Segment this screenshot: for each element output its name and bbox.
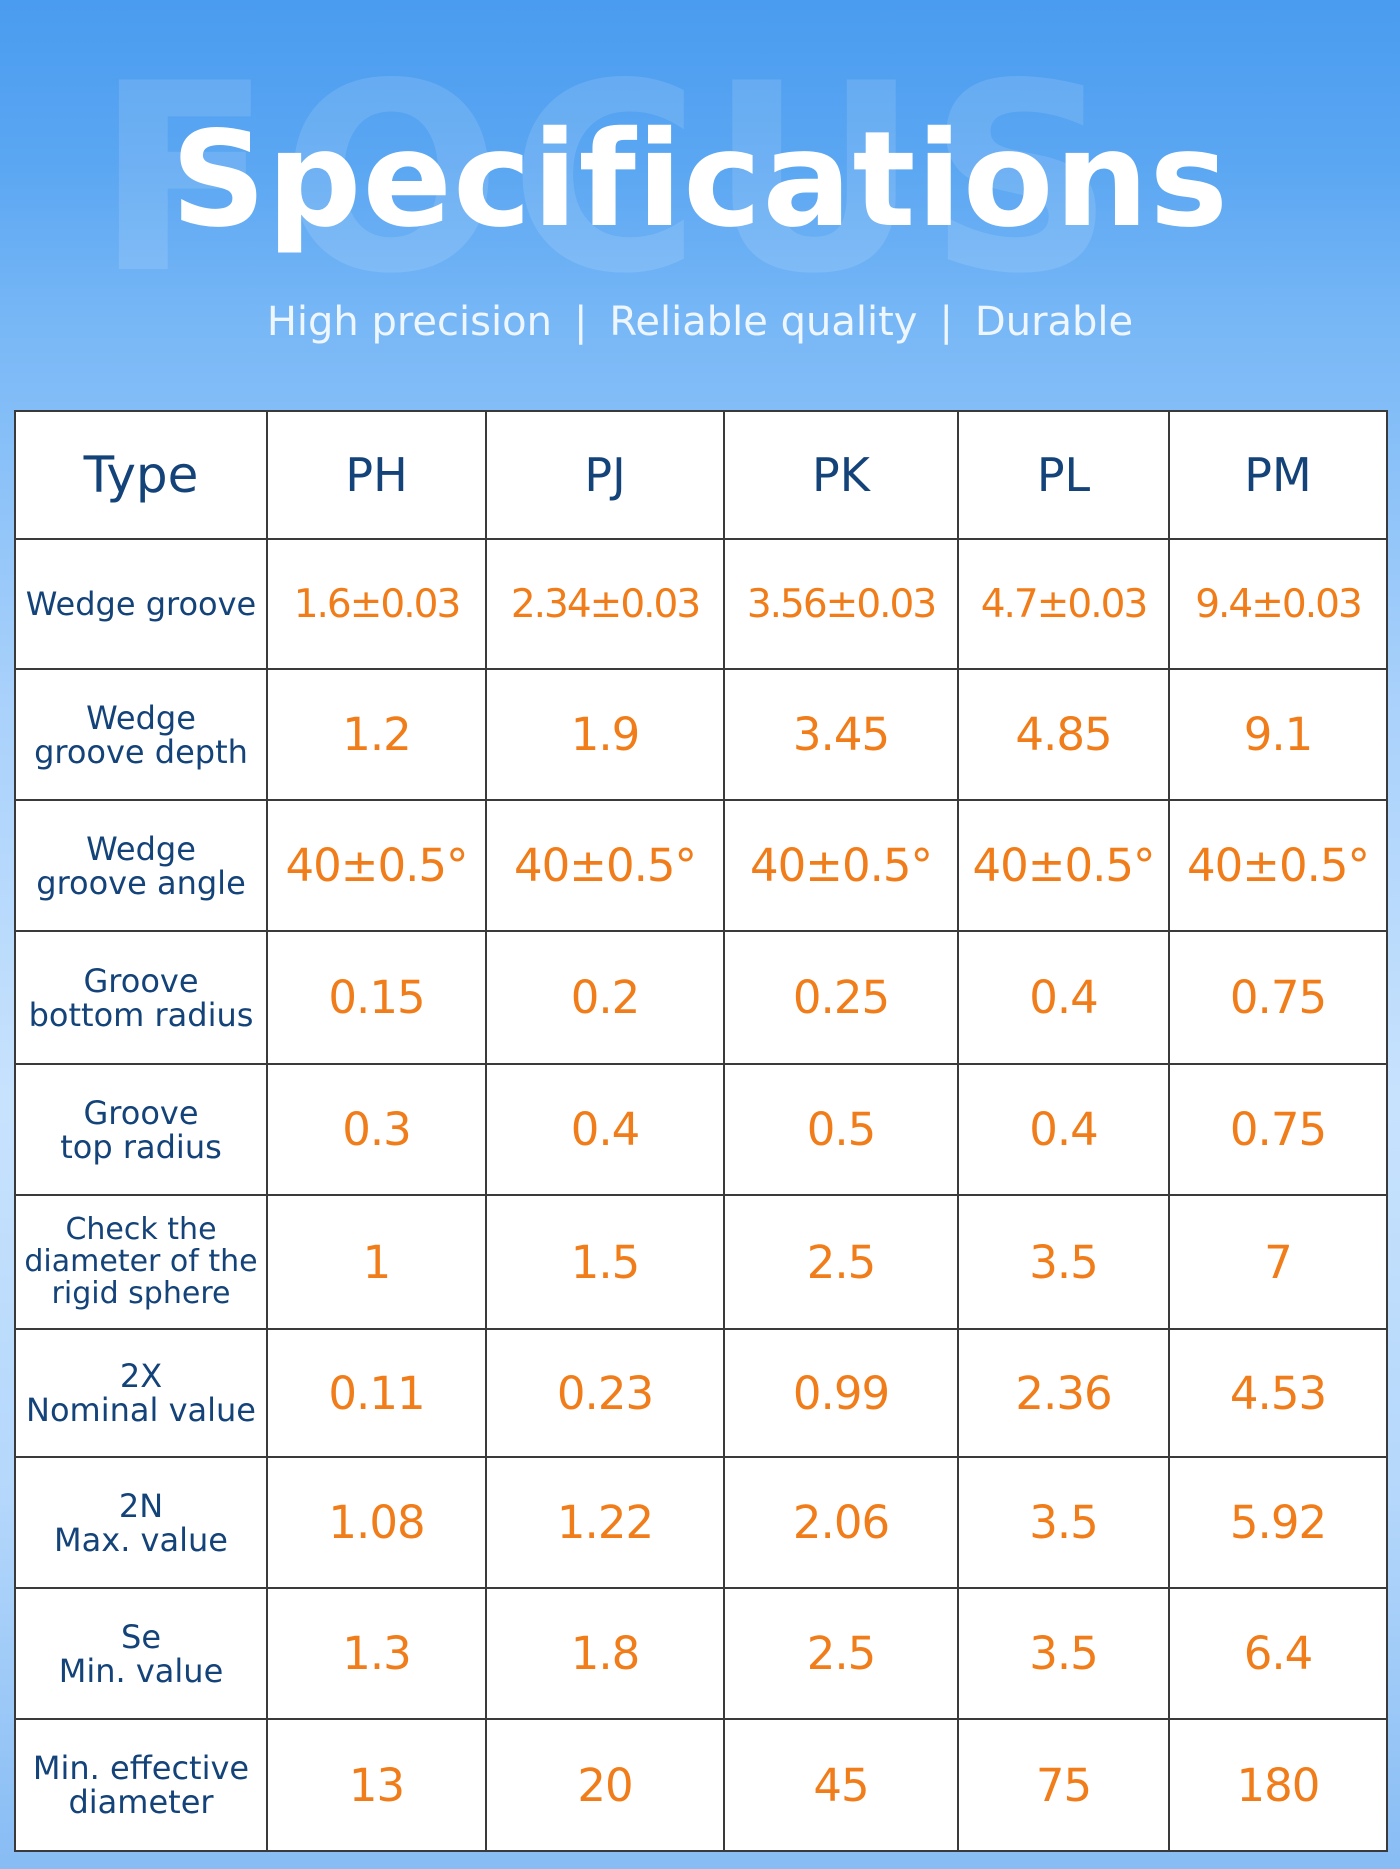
table-cell: 4.7±0.03 [957, 538, 1170, 670]
table-cell: 45 [723, 1718, 959, 1852]
table-cell: 0.5 [723, 1063, 959, 1196]
column-header-pk: PK [723, 410, 959, 540]
table-row: Groove bottom radius 0.15 0.2 0.25 0.4 0… [14, 930, 1388, 1065]
row-label: Check the diameter of the rigid sphere [14, 1194, 268, 1330]
table-cell: 40±0.5° [957, 799, 1170, 932]
table-cell: 0.75 [1168, 930, 1388, 1065]
table-cell: 0.15 [266, 930, 487, 1065]
table-cell: 40±0.5° [723, 799, 959, 932]
tagline: High precision | Reliable quality | Durable [0, 292, 1400, 352]
table-cell: 0.11 [266, 1328, 487, 1458]
table-cell: 9.1 [1168, 668, 1388, 801]
table-cell: 0.4 [485, 1063, 725, 1196]
table-cell: 0.4 [957, 1063, 1170, 1196]
table-cell: 2.36 [957, 1328, 1170, 1458]
table-row: Check the diameter of the rigid sphere 1… [14, 1194, 1388, 1330]
table-cell: 2.5 [723, 1194, 959, 1330]
table-cell: 2.06 [723, 1456, 959, 1589]
table-cell: 180 [1168, 1718, 1388, 1852]
table-cell: 4.85 [957, 668, 1170, 801]
column-header-pj: PJ [485, 410, 725, 540]
table-cell: 3.56±0.03 [723, 538, 959, 670]
table-cell: 9.4±0.03 [1168, 538, 1388, 670]
table-cell: 1.5 [485, 1194, 725, 1330]
table-cell: 1.08 [266, 1456, 487, 1589]
table-cell: 40±0.5° [485, 799, 725, 932]
table-cell: 40±0.5° [266, 799, 487, 932]
row-label: Se Min. value [14, 1587, 268, 1720]
table-cell: 1.9 [485, 668, 725, 801]
type-header-cell: Type [14, 410, 268, 540]
table-cell: 2.5 [723, 1587, 959, 1720]
tagline-item-durable: Durable [974, 299, 1134, 345]
table-cell: 1.22 [485, 1456, 725, 1589]
table-cell: 13 [266, 1718, 487, 1852]
column-header-pm: PM [1168, 410, 1388, 540]
page-title: Specifications [170, 103, 1230, 257]
table-row: Wedge groove 1.6±0.03 2.34±0.03 3.56±0.0… [14, 538, 1388, 670]
row-label: Wedge groove [14, 538, 268, 670]
table-cell: 1.2 [266, 668, 487, 801]
table-cell: 1.3 [266, 1587, 487, 1720]
table-cell: 1.8 [485, 1587, 725, 1720]
column-header-ph: PH [266, 410, 487, 540]
row-label: Groove top radius [14, 1063, 268, 1196]
table-cell: 0.75 [1168, 1063, 1388, 1196]
row-label: 2N Max. value [14, 1456, 268, 1589]
table-cell: 75 [957, 1718, 1170, 1852]
table-cell: 0.25 [723, 930, 959, 1065]
table-cell: 3.5 [957, 1456, 1170, 1589]
table-cell: 0.2 [485, 930, 725, 1065]
table-cell: 3.5 [957, 1587, 1170, 1720]
table-cell: 3.45 [723, 668, 959, 801]
table-cell: 1 [266, 1194, 487, 1330]
row-label: Min. effective diameter [14, 1718, 268, 1852]
table-cell: 0.3 [266, 1063, 487, 1196]
tagline-item-precision: High precision [266, 299, 552, 345]
row-label: Wedge groove depth [14, 668, 268, 801]
table-cell: 20 [485, 1718, 725, 1852]
table-cell: 1.6±0.03 [266, 538, 487, 670]
table-cell: 5.92 [1168, 1456, 1388, 1589]
table-cell: 0.4 [957, 930, 1170, 1065]
table-header-row: Type PH PJ PK PL PM [14, 410, 1388, 540]
tagline-separator: | [939, 299, 953, 345]
table-row: 2X Nominal value 0.11 0.23 0.99 2.36 4.5… [14, 1328, 1388, 1458]
row-label: Groove bottom radius [14, 930, 268, 1065]
table-row: Wedge groove depth 1.2 1.9 3.45 4.85 9.1 [14, 668, 1388, 801]
tagline-separator: | [573, 299, 588, 345]
table-cell: 4.53 [1168, 1328, 1388, 1458]
table-cell: 0.99 [723, 1328, 959, 1458]
column-header-pl: PL [957, 410, 1170, 540]
table-row: Se Min. value 1.3 1.8 2.5 3.5 6.4 [14, 1587, 1388, 1720]
table-row: Min. effective diameter 13 20 45 75 180 [14, 1718, 1388, 1852]
table-cell: 7 [1168, 1194, 1388, 1330]
table-cell: 0.23 [485, 1328, 725, 1458]
row-label: 2X Nominal value [14, 1328, 268, 1458]
table-cell: 2.34±0.03 [485, 538, 725, 670]
table-row: Groove top radius 0.3 0.4 0.5 0.4 0.75 [14, 1063, 1388, 1196]
spec-table: Type PH PJ PK PL PM Wedge groove 1.6±0.0… [14, 410, 1388, 1852]
table-cell: 40±0.5° [1168, 799, 1388, 932]
table-row: Wedge groove angle 40±0.5° 40±0.5° 40±0.… [14, 799, 1388, 932]
table-cell: 3.5 [957, 1194, 1170, 1330]
tagline-item-quality: Reliable quality [609, 299, 918, 345]
row-label: Wedge groove angle [14, 799, 268, 932]
brand-watermark: FOCUS [95, 30, 1123, 330]
table-row: 2N Max. value 1.08 1.22 2.06 3.5 5.92 [14, 1456, 1388, 1589]
table-cell: 6.4 [1168, 1587, 1388, 1720]
